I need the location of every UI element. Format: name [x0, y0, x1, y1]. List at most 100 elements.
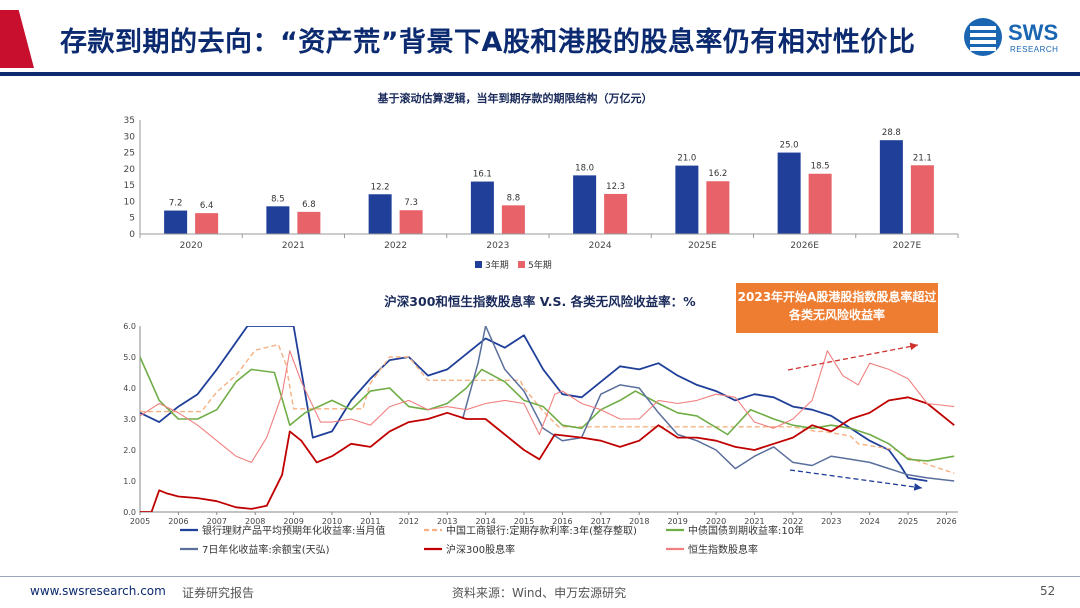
line-x-axis: 2005 2006 2007 2008 2009 2010 2011 2012 2013 2014… [130, 511, 958, 526]
bar-5y [604, 193, 628, 234]
bar-3y [164, 210, 188, 234]
bar-data-label: 18.0 [575, 163, 594, 173]
bar-x-tick-label: 2027E [893, 241, 922, 251]
bar-x-tick-label: 2022 [384, 241, 407, 251]
legend-label-wmp-yield: 银行理财产品平均预期年化收益率:当月值 [202, 524, 385, 537]
footer-report-type: 证券研究报告 [182, 586, 255, 600]
line-x-tick-label: 2018 [629, 517, 649, 526]
series-line-cgb-10y-yield [140, 356, 955, 462]
line-x-tick-label: 2017 [591, 517, 611, 526]
legend-label-5y: 5年期 [528, 259, 552, 271]
bar-data-label: 6.8 [302, 200, 316, 210]
series-line-csi300-dividend-yield [140, 396, 955, 512]
bar-y-tick-label: 25 [124, 149, 135, 159]
line-x-tick-label: 2015 [514, 517, 534, 526]
bar-3y [879, 140, 903, 234]
dividend-yield-line-chart: 沪深300和恒生指数股息率 V.S. 各类无风险收益率：% 0.0 1.0 2.0 3… [123, 294, 958, 556]
bar-5y [195, 213, 219, 234]
page-number: 52 [1040, 584, 1056, 598]
legend-label-icbc-3y-deposit-rate: 中国工商银行:定期存款利率:3年(整存整取) [446, 524, 637, 537]
line-x-tick-label: 2023 [821, 517, 841, 526]
bar-data-label: 28.8 [882, 128, 901, 138]
bar-data-label: 21.1 [913, 153, 932, 163]
bar-data-label: 8.8 [507, 193, 521, 203]
footer-source: 资料来源：Wind、申万宏源研究 [452, 586, 627, 600]
legend-swatch-5y [518, 261, 525, 268]
legend-label-csi300-dividend-yield: 沪深300股息率 [446, 543, 515, 556]
bar-x-tick-label: 2023 [486, 241, 509, 251]
bar-y-axis: 0 5 10 15 20 25 30 35 [124, 116, 141, 240]
bar-5y [808, 173, 832, 234]
line-x-tick-label: 2010 [322, 517, 342, 526]
deposit-maturity-bar-chart: 基于滚动估算逻辑，当年到期存款的期限结构（万亿元） 0 5 10 15 20 25 30 35… [124, 91, 959, 271]
footer-url[interactable]: www.swsresearch.com [30, 584, 166, 598]
bar-data-label: 12.3 [606, 182, 625, 192]
logo-subtext: RESEARCH [1010, 45, 1059, 54]
callout-line-2: 各类无风险收益率 [788, 308, 885, 322]
line-y-tick-label: 1.0 [123, 477, 136, 486]
line-x-tick-label: 2021 [744, 517, 764, 526]
legend-swatch-3y [475, 261, 482, 268]
trend-arrow-up [787, 342, 919, 371]
bar-x-tick-label: 2026E [790, 241, 819, 251]
bar-y-tick-label: 10 [124, 197, 136, 207]
line-x-tick-label: 2025 [898, 517, 918, 526]
line-x-tick-label: 2019 [667, 517, 687, 526]
bar-3y [368, 194, 392, 234]
line-y-tick-label: 5.0 [123, 353, 136, 362]
series-line-hsi-dividend-yield [140, 350, 955, 463]
bar-y-tick-label: 5 [129, 214, 135, 224]
line-x-tick-label: 2007 [207, 517, 227, 526]
bar-y-tick-label: 20 [124, 165, 136, 175]
line-x-tick-label: 2008 [245, 517, 265, 526]
line-x-tick-label: 2012 [399, 517, 419, 526]
line-x-tick-label: 2006 [168, 517, 188, 526]
bar-data-label: 16.1 [473, 170, 492, 180]
trend-arrow-down [789, 469, 923, 491]
sws-logo-icon [964, 18, 1002, 56]
bar-data-label: 6.4 [200, 201, 214, 211]
line-x-tick-label: 2014 [475, 517, 495, 526]
bar-data-label: 7.3 [404, 198, 418, 208]
bar-data-label: 8.5 [271, 194, 285, 204]
bar-x-axis: 2020 2021 2022 2023 2024 2025E 2026E 2027E [139, 233, 959, 251]
line-x-tick-label: 2009 [283, 517, 303, 526]
bar-legend: 3年期 5年期 [475, 259, 552, 271]
line-x-tick-label: 2022 [783, 517, 803, 526]
bar-5y [910, 165, 934, 234]
line-y-tick-label: 6.0 [123, 322, 136, 331]
line-x-tick-label: 2026 [936, 517, 956, 526]
bar-data-label: 12.2 [371, 182, 390, 192]
header-rule [0, 72, 1080, 76]
line-y-tick-label: 0.0 [123, 508, 136, 517]
series-line-yuebao-7d-yield [461, 326, 955, 482]
bar-y-tick-label: 0 [129, 230, 135, 240]
annotation-callout: 2023年开始A股港股指数股息率超过 各类无风险收益率 [736, 283, 938, 333]
bar-5y [399, 210, 423, 234]
line-legend: 银行理财产品平均预期年化收益率:当月值 中国工商银行:定期存款利率:3年(整存整取… [180, 524, 804, 556]
sws-logo: SWS RESEARCH [964, 18, 1074, 62]
line-x-tick-label: 2005 [130, 517, 150, 526]
line-chart-title: 沪深300和恒生指数股息率 V.S. 各类无风险收益率：% [384, 294, 696, 309]
footer-rule [0, 576, 1080, 577]
bar-x-tick-label: 2021 [282, 241, 305, 251]
bar-data-label: 18.5 [811, 162, 830, 172]
line-y-axis: 0.0 1.0 2.0 3.0 4.0 5.0 6.0 [123, 322, 141, 517]
bar-chart-title: 基于滚动估算逻辑，当年到期存款的期限结构（万亿元） [377, 91, 653, 105]
bar-3y [470, 181, 494, 234]
line-x-tick-label: 2016 [552, 517, 572, 526]
line-y-tick-label: 4.0 [123, 384, 136, 393]
series-line-wmp-yield [140, 326, 928, 482]
legend-label-cgb-10y-yield: 中债国债到期收益率:10年 [688, 524, 804, 537]
line-x-tick-label: 2024 [859, 517, 879, 526]
legend-label-hsi-dividend-yield: 恒生指数股息率 [688, 543, 758, 556]
header-accent [0, 10, 34, 68]
page-title: 存款到期的去向：“资产荒”背景下A股和港股的股息率仍有相对性价比 [60, 27, 916, 58]
bar-plot-area: 7.2 6.4 8.5 6.8 12.2 7.3 16.1 8.8 18.0 12.3 21.0 16… [164, 128, 934, 234]
footer: www.swsresearch.com 证券研究报告 资料来源：Wind、申万宏… [0, 576, 1080, 608]
bar-3y [266, 206, 290, 234]
bar-data-label: 16.2 [708, 169, 727, 179]
legend-label-yuebao-7d-yield: 7日年化收益率:余额宝(天弘) [202, 543, 330, 556]
bar-3y [573, 175, 597, 234]
bar-y-tick-label: 15 [124, 181, 135, 191]
